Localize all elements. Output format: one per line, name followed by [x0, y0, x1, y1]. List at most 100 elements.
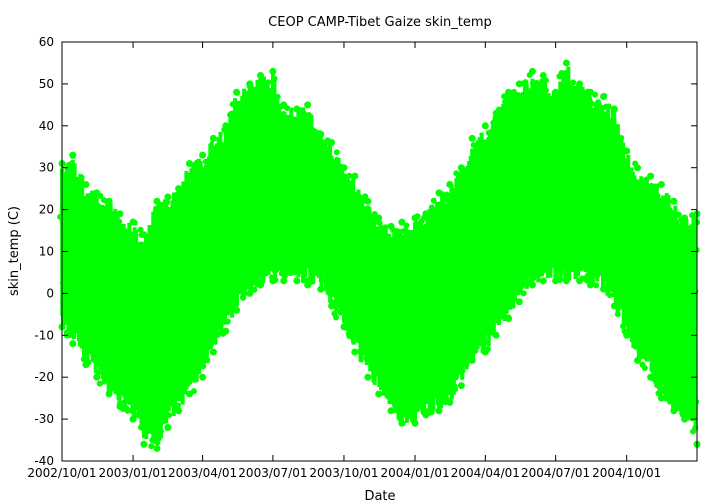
- data-point: [313, 238, 320, 245]
- data-point: [305, 112, 312, 119]
- data-point: [617, 245, 624, 252]
- x-tick-label: 2003/07/01: [238, 466, 307, 480]
- data-point-extreme: [435, 189, 443, 197]
- data-point: [618, 152, 625, 159]
- data-point: [581, 127, 588, 134]
- y-tick-label: 60: [39, 35, 54, 49]
- data-point-extreme: [623, 147, 631, 155]
- data-point: [610, 116, 617, 123]
- data-point: [356, 211, 363, 218]
- data-point: [278, 214, 285, 221]
- data-point: [629, 289, 636, 296]
- data-point-extreme: [375, 390, 383, 398]
- data-point: [618, 134, 625, 141]
- y-tick-label: -30: [34, 412, 54, 426]
- data-point: [108, 338, 115, 345]
- data-point-extreme: [222, 122, 230, 130]
- data-point: [333, 314, 340, 321]
- data-point-extreme: [304, 101, 312, 109]
- data-point: [631, 234, 638, 241]
- data-point-extreme: [492, 331, 500, 339]
- data-point-extreme: [446, 180, 454, 188]
- data-point: [362, 193, 369, 200]
- data-point: [276, 117, 283, 124]
- data-point: [273, 95, 280, 102]
- data-point-extreme: [623, 331, 631, 339]
- data-point: [505, 260, 512, 267]
- data-point: [164, 199, 171, 206]
- data-point: [593, 282, 600, 289]
- data-point: [106, 358, 113, 365]
- data-point: [467, 310, 474, 317]
- data-point: [376, 372, 383, 379]
- x-tick-label: 2004/01/01: [380, 466, 449, 480]
- data-point: [174, 402, 181, 409]
- data-point: [605, 103, 612, 110]
- data-point: [92, 298, 99, 305]
- data-point-extreme: [293, 277, 301, 285]
- x-axis-label: Date: [364, 489, 395, 504]
- data-point: [318, 161, 325, 168]
- data-point: [437, 274, 444, 281]
- data-point: [349, 334, 356, 341]
- data-point: [117, 294, 124, 301]
- data-point: [180, 386, 187, 393]
- data-point: [403, 222, 410, 229]
- data-point-range: [658, 198, 664, 396]
- data-point: [326, 148, 333, 155]
- data-point: [508, 254, 515, 261]
- data-point: [588, 100, 595, 107]
- data-point: [648, 182, 655, 189]
- data-point-extreme: [340, 323, 348, 331]
- data-point-extreme: [364, 373, 372, 381]
- data-point: [157, 433, 164, 440]
- data-point: [147, 389, 154, 396]
- data-point: [282, 265, 289, 272]
- data-point: [263, 115, 270, 122]
- data-point: [573, 205, 580, 212]
- data-point-extreme: [317, 285, 325, 293]
- data-point: [324, 190, 331, 197]
- data-point: [333, 182, 340, 189]
- data-point-extreme: [69, 151, 77, 159]
- data-point: [661, 230, 668, 237]
- data-point-extreme: [246, 80, 254, 88]
- y-tick-label: 0: [46, 286, 54, 300]
- data-point: [596, 130, 603, 137]
- data-point: [206, 329, 213, 336]
- data-point-extreme: [457, 382, 465, 390]
- data-point: [507, 278, 514, 285]
- data-point: [84, 296, 91, 303]
- data-point: [644, 349, 651, 356]
- data-point: [405, 244, 412, 251]
- data-point-extreme: [351, 172, 359, 180]
- data-point: [525, 249, 532, 256]
- data-point: [169, 221, 176, 228]
- data-point: [145, 237, 152, 244]
- data-point: [619, 214, 626, 221]
- data-point: [543, 87, 550, 94]
- y-tick-label: 10: [39, 245, 54, 259]
- data-point: [521, 168, 528, 175]
- data-point: [469, 195, 476, 202]
- data-point: [509, 271, 516, 278]
- data-point: [307, 121, 314, 128]
- data-point: [106, 312, 113, 319]
- data-point: [464, 275, 471, 282]
- data-point: [577, 186, 584, 193]
- data-point: [565, 154, 572, 161]
- data-point: [549, 200, 556, 207]
- data-point-extreme: [269, 277, 277, 285]
- data-point: [559, 116, 566, 123]
- data-point: [315, 207, 322, 214]
- data-point: [449, 206, 456, 213]
- data-point-extreme: [528, 67, 536, 75]
- data-point: [487, 210, 494, 217]
- data-point: [154, 439, 161, 446]
- data-point-extreme: [634, 164, 642, 172]
- data-point: [565, 252, 572, 259]
- data-point-extreme: [153, 197, 161, 205]
- data-point: [612, 250, 619, 257]
- data-point: [444, 297, 451, 304]
